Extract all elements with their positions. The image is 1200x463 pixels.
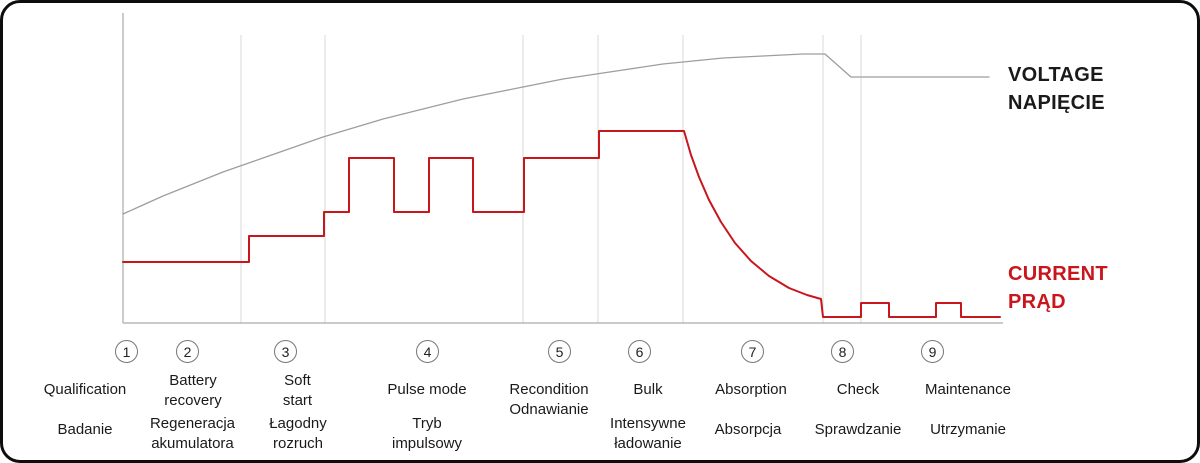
voltage-curve xyxy=(122,53,990,215)
stage-8-number-badge: 8 xyxy=(831,340,854,363)
stage-5-label-pl: Odnawianie xyxy=(509,401,589,418)
current-legend: CURRENT PRĄD xyxy=(1008,260,1108,316)
stage-2-label-en: Battery recovery xyxy=(164,372,222,409)
stage-9-label-pl: Utrzymanie xyxy=(930,421,1006,438)
stage-7-label-pl: Absorpcja xyxy=(714,421,782,438)
stage-5-label-en: Recondition xyxy=(509,381,589,398)
stage-7-label-en: Absorption xyxy=(715,381,787,398)
stage-9-label-en: Maintenance xyxy=(925,381,1011,398)
stage-6-label-en: Bulk xyxy=(633,381,663,398)
stage-1-label-en: Qualification xyxy=(43,381,127,398)
stage-2-number-badge: 2 xyxy=(176,340,199,363)
stage-7-number-badge: 7 xyxy=(741,340,764,363)
voltage-label-en: VOLTAGE xyxy=(1008,64,1104,86)
stage-6-number-badge: 6 xyxy=(628,340,651,363)
current-label-en: CURRENT xyxy=(1008,263,1108,285)
stage-4-label-pl: Tryb impulsowy xyxy=(391,415,463,452)
stage-5-number-badge: 5 xyxy=(548,340,571,363)
current-label-pl: PRĄD xyxy=(1008,291,1066,313)
stage-3-label-pl: Łagodny rozruch xyxy=(269,415,327,452)
stage-2-label-pl: Regeneracja akumulatora xyxy=(149,415,236,452)
stage-4-label-en: Pulse mode xyxy=(387,381,467,398)
voltage-legend: VOLTAGE NAPIĘCIE xyxy=(1008,61,1105,117)
voltage-label-pl: NAPIĘCIE xyxy=(1008,92,1105,114)
stage-3-label-en: Soft start xyxy=(282,372,313,409)
stage-8-label-en: Check xyxy=(836,381,880,398)
stage-1-label-pl: Badanie xyxy=(57,421,113,438)
stage-8-label-pl: Sprawdzanie xyxy=(814,421,902,438)
stage-1-number-badge: 1 xyxy=(115,340,138,363)
stage-9-number-badge: 9 xyxy=(921,340,944,363)
current-curve xyxy=(122,130,1001,318)
stage-4-number-badge: 4 xyxy=(416,340,439,363)
charge-profile-chart xyxy=(122,13,1003,324)
stage-3-number-badge: 3 xyxy=(274,340,297,363)
stage-6-label-pl: Intensywne ładowanie xyxy=(610,415,686,452)
